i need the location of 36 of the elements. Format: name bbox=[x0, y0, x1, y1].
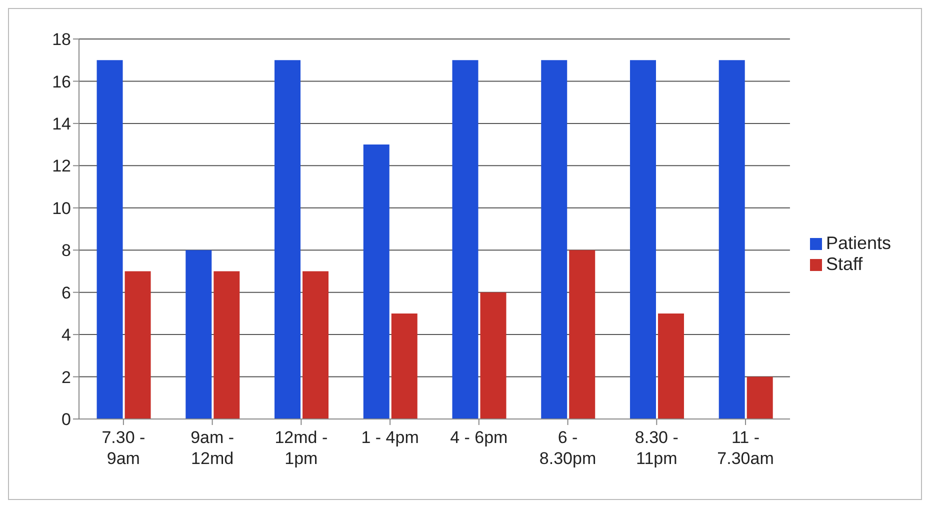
bar bbox=[541, 60, 568, 419]
bar bbox=[302, 271, 329, 419]
bar bbox=[718, 60, 745, 419]
bar bbox=[186, 250, 212, 419]
y-tick-label: 18 bbox=[52, 30, 71, 50]
y-tick-label: 2 bbox=[62, 368, 71, 387]
y-tick-label: 10 bbox=[52, 198, 71, 218]
x-tick-label: 6 - 8.30pm bbox=[539, 428, 596, 468]
legend-label: Staff bbox=[826, 254, 863, 274]
bar bbox=[96, 60, 123, 419]
y-tick-label: 8 bbox=[62, 241, 71, 260]
bar bbox=[274, 60, 301, 419]
bar bbox=[658, 313, 684, 419]
x-tick-label: 4 - 6pm bbox=[450, 428, 508, 447]
y-tick-label: 12 bbox=[52, 156, 71, 176]
legend-label: Patients bbox=[826, 233, 891, 253]
x-tick-label: 7.30 - 9am bbox=[102, 428, 146, 468]
bar bbox=[480, 292, 506, 419]
bar bbox=[746, 376, 773, 419]
bar bbox=[214, 271, 240, 419]
bar bbox=[363, 144, 390, 419]
bar bbox=[452, 60, 478, 419]
y-tick-label: 16 bbox=[52, 72, 71, 92]
x-tick-label: 9am - 12md bbox=[190, 428, 234, 468]
y-tick-label: 6 bbox=[62, 283, 71, 302]
x-tick-label: 1 - 4pm bbox=[361, 428, 419, 447]
x-tick-label: 8.30 - 11pm bbox=[634, 428, 678, 468]
x-tick-label: 11 - 7.30am bbox=[717, 428, 774, 468]
y-tick-label: 14 bbox=[52, 114, 71, 134]
y-tick-label: 0 bbox=[62, 410, 71, 430]
bar bbox=[124, 271, 151, 419]
x-tick-label: 12md - 1pm bbox=[274, 428, 328, 468]
bar bbox=[391, 313, 418, 419]
bar bbox=[630, 60, 656, 419]
bar bbox=[569, 250, 596, 419]
y-tick-label: 4 bbox=[62, 326, 71, 345]
